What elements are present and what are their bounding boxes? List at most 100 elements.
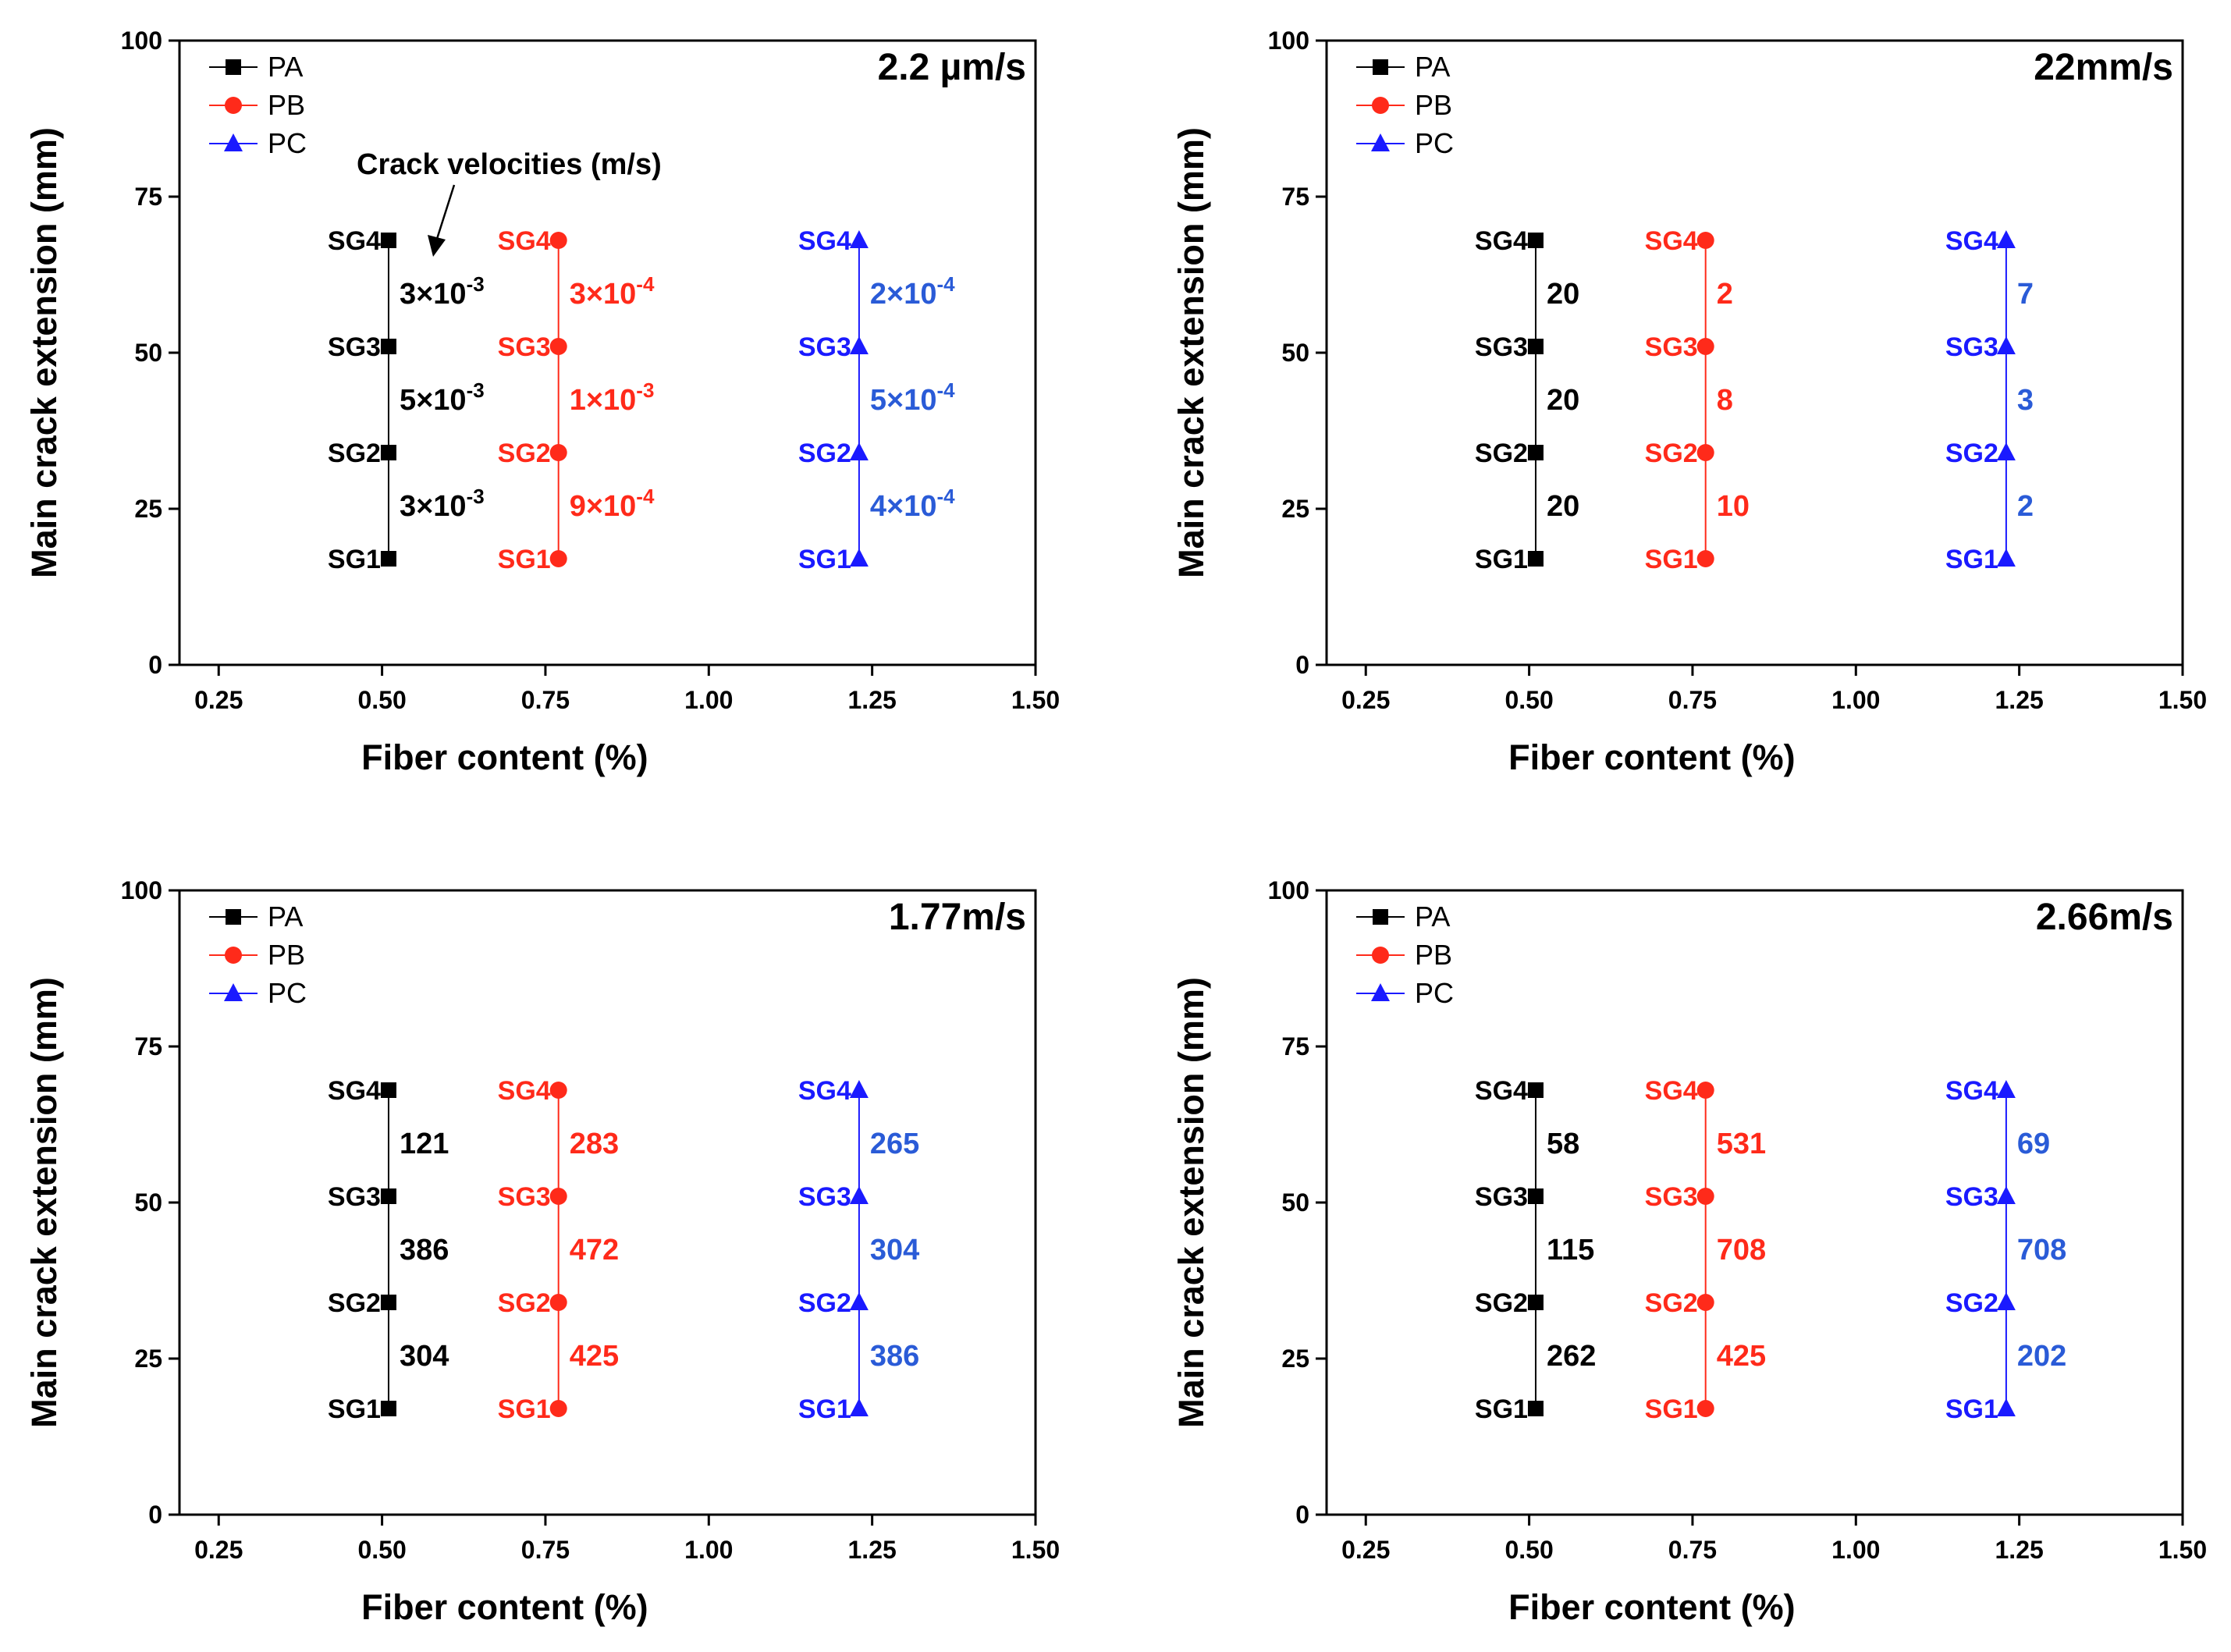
data-point [549, 1400, 567, 1417]
data-point [1527, 551, 1544, 567]
y-tick-label: 0 [148, 1501, 162, 1529]
chart-panel-4: 0.25 0.50 0.75 1.00 1.25 1.50 0 25 50 75 100 Fiber … [1171, 876, 2207, 1627]
gauge-label: SG2 [1475, 1288, 1528, 1318]
data-point [1996, 336, 2016, 354]
data-point [1996, 1186, 2016, 1204]
x-tick-label: 1.00 [1831, 686, 1880, 714]
chart-panel-2: 0.25 0.50 0.75 1.00 1.25 1.50 0 25 50 75 100 Fiber … [1171, 27, 2207, 777]
series-pa: SG1 SG2 SG3 SG4 20 20 20 [1475, 226, 1579, 574]
data-point [549, 1294, 567, 1311]
data-point [380, 1082, 396, 1098]
x-tick-label: 0.25 [1341, 1536, 1390, 1564]
gauge-label: SG1 [498, 545, 551, 574]
gauge-label: SG3 [798, 332, 851, 362]
annotation-arrow-head [428, 235, 446, 257]
x-axis-label: Fiber content (%) [361, 737, 648, 777]
gauge-label: SG3 [498, 332, 551, 362]
series-pc: SG1 SG2 SG3 SG4 4×10-4 5×10-4 2×10-4 [798, 226, 955, 574]
velocity-label: 58 [1547, 1128, 1579, 1160]
legend-marker [225, 947, 242, 964]
data-point [380, 339, 396, 354]
chart-title: 1.77m/s [889, 897, 1026, 938]
gauge-label: SG3 [1645, 1182, 1698, 1212]
velocity-label: 9×10-4 [570, 485, 655, 523]
data-point [1696, 338, 1714, 355]
y-tick-label: 75 [1281, 183, 1309, 211]
series-pb: SG1 SG2 SG3 SG4 10 8 2 [1645, 226, 1750, 574]
x-tick-label: 1.00 [684, 1536, 733, 1564]
data-point [1696, 550, 1714, 567]
data-point [1527, 1188, 1544, 1204]
legend-label-pb: PB [268, 939, 305, 971]
data-point [1696, 444, 1714, 461]
velocity-label: 304 [400, 1340, 449, 1373]
legend-marker [224, 983, 243, 1001]
gauge-label: SG2 [498, 439, 551, 468]
legend-label-pc: PC [1415, 127, 1454, 159]
legend-marker [1372, 947, 1389, 964]
x-tick-label: 0.50 [357, 686, 406, 714]
chart-panel-3: 0.25 0.50 0.75 1.00 1.25 1.50 0 25 50 75 100 Fiber … [24, 876, 1060, 1627]
annotation-arrow-shaft [435, 184, 456, 240]
y-tick-label: 50 [1281, 339, 1309, 367]
gauge-label: SG3 [1475, 1182, 1528, 1212]
gauge-label: SG2 [328, 1288, 381, 1318]
series-pa: SG1 SG2 SG3 SG4 3×10-3 5×10-3 3×10-3 [328, 226, 485, 574]
velocity-label: 283 [570, 1128, 619, 1160]
x-tick-label: 0.75 [1668, 1536, 1717, 1564]
data-point [1696, 1294, 1714, 1311]
data-point [549, 444, 567, 461]
y-tick-label: 25 [134, 495, 162, 523]
chart-title: 22mm/s [2034, 47, 2173, 88]
x-tick-label: 0.75 [1668, 686, 1717, 714]
data-point [1527, 1401, 1544, 1416]
y-axis-label: Main crack extension (mm) [1171, 127, 1211, 578]
data-point [1527, 445, 1544, 460]
gauge-label: SG2 [798, 1288, 851, 1318]
chart-panel-1: 0.25 0.50 0.75 1.00 1.25 1.50 0 25 50 75 100 Fiber … [24, 27, 1060, 777]
chart-title: 2.2 µm/s [878, 47, 1026, 88]
data-point [1996, 230, 2016, 248]
data-point [849, 1080, 869, 1098]
gauge-label: SG4 [1475, 226, 1528, 256]
gauge-label: SG4 [328, 226, 381, 256]
velocity-label: 4×10-4 [870, 485, 955, 523]
data-point [549, 232, 567, 249]
plot-frame [1325, 39, 2184, 666]
legend-label-pa: PA [268, 901, 303, 933]
x-tick-label: 1.25 [848, 1536, 897, 1564]
velocity-label: 1×10-3 [570, 378, 655, 417]
y-tick-label: 100 [121, 27, 162, 55]
velocity-label: 472 [570, 1234, 619, 1267]
velocity-label: 115 [1547, 1234, 1594, 1267]
gauge-label: SG2 [498, 1288, 551, 1318]
gauge-label: SG1 [1475, 1394, 1528, 1424]
gauge-label: SG1 [798, 1394, 851, 1424]
gauge-label: SG3 [798, 1182, 851, 1212]
gauge-label: SG4 [1645, 226, 1698, 256]
y-tick-label: 100 [1268, 876, 1309, 904]
gauge-label: SG1 [1475, 545, 1528, 574]
gauge-label: SG1 [1645, 1394, 1698, 1424]
legend-label-pa: PA [1415, 901, 1450, 933]
velocity-label: 386 [870, 1340, 919, 1373]
series-pa: SG1 SG2 SG3 SG4 304 386 121 [328, 1076, 449, 1424]
data-point [1527, 233, 1544, 248]
data-point [849, 1398, 869, 1416]
data-point [849, 336, 869, 354]
y-tick-label: 0 [1295, 1501, 1309, 1529]
gauge-label: SG3 [1945, 332, 1998, 362]
legend-marker [226, 59, 241, 75]
data-point [380, 551, 396, 567]
data-point [849, 1292, 869, 1310]
y-axis-label: Main crack extension (mm) [1171, 977, 1211, 1428]
series-pc: SG1 SG2 SG3 SG4 2 3 7 [1945, 226, 2034, 574]
x-tick-label: 0.50 [1505, 1536, 1553, 1564]
velocity-label: 5×10-3 [400, 378, 485, 417]
velocity-label: 10 [1717, 490, 1750, 523]
x-tick-label: 1.50 [1011, 1536, 1060, 1564]
data-point [549, 1082, 567, 1099]
x-tick-label: 1.25 [848, 686, 897, 714]
x-tick-label: 1.25 [1995, 686, 2044, 714]
